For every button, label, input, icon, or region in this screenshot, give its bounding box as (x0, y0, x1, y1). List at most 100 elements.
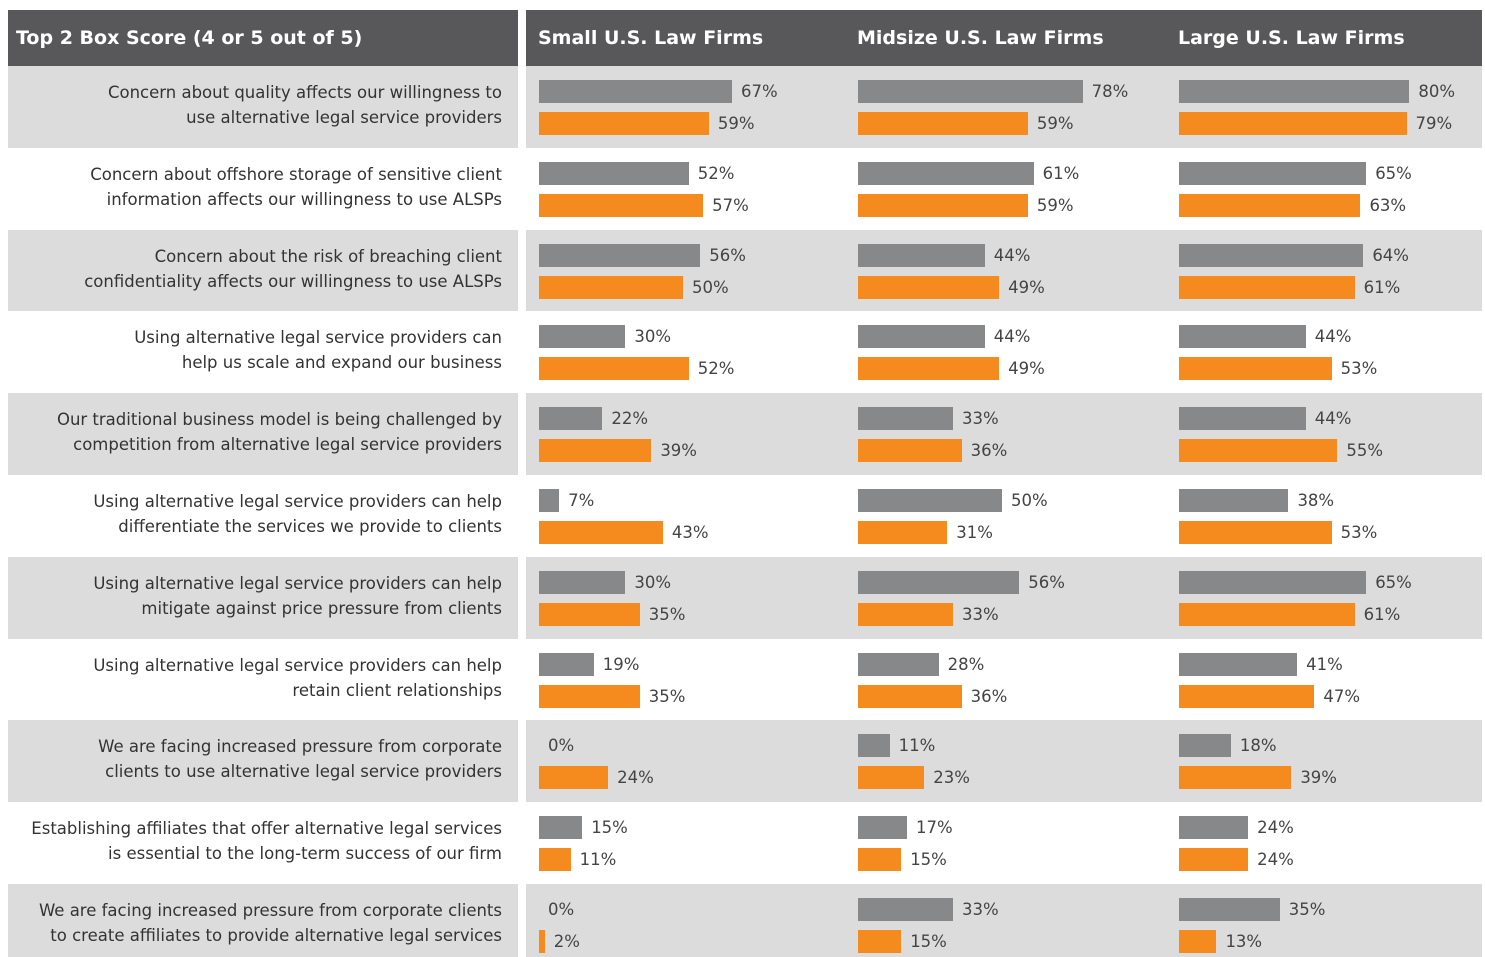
value-label: 49% (1008, 359, 1045, 379)
bar (1179, 325, 1306, 349)
value-label: 79% (1415, 114, 1453, 133)
row-background (526, 66, 1482, 148)
value-label: 61% (1363, 277, 1401, 297)
row-background (526, 393, 1482, 475)
bar (539, 602, 640, 626)
category-label: Establishing affiliates that offer alter… (31, 819, 502, 839)
category-label: help us scale and expand our business (181, 353, 502, 373)
bar (1179, 684, 1315, 708)
value-label: 11% (898, 736, 936, 756)
bar (858, 275, 1000, 299)
bar (1179, 930, 1217, 953)
bar (858, 848, 902, 872)
category-label: Using alternative legal service provider… (134, 328, 502, 348)
row-background (526, 229, 1482, 312)
category-label: Using alternative legal service provider… (93, 655, 502, 675)
value-label: 44% (993, 327, 1031, 347)
value-label: 35% (648, 686, 686, 706)
value-label: 39% (660, 441, 697, 461)
bar (858, 602, 954, 626)
bar (539, 193, 704, 217)
value-label: 50% (692, 277, 729, 297)
bar (858, 930, 902, 953)
value-label: 53% (1340, 359, 1378, 379)
value-label: 36% (970, 686, 1008, 706)
value-label: 56% (1028, 572, 1065, 592)
value-label: 38% (1297, 491, 1335, 510)
value-label: 11% (579, 850, 617, 870)
bar (1179, 439, 1338, 463)
bar (1179, 161, 1367, 185)
value-label: 50% (1011, 491, 1048, 510)
value-label: 63% (1369, 195, 1407, 215)
value-label: 44% (1314, 409, 1352, 429)
value-label: 2% (553, 932, 580, 951)
bar (858, 816, 907, 840)
value-label: 55% (1346, 441, 1384, 461)
category-label: to create affiliates to provide alternat… (50, 926, 502, 945)
row-background (8, 556, 518, 639)
bar (858, 898, 954, 921)
row-background (526, 884, 1482, 957)
row-background (8, 393, 518, 475)
bar (858, 407, 954, 431)
value-label: 59% (1036, 114, 1074, 133)
value-label: 23% (933, 768, 970, 788)
bar (1179, 602, 1355, 626)
bar (858, 734, 890, 758)
bar (858, 521, 948, 544)
category-label: competition from alternative legal servi… (73, 435, 502, 455)
category-label: Concern about offshore storage of sensit… (90, 164, 502, 184)
value-label: 67% (740, 82, 778, 101)
bar (539, 848, 571, 872)
value-label: 0% (548, 900, 575, 919)
value-label: 24% (1257, 818, 1294, 838)
bar (539, 816, 583, 840)
value-label: 17% (915, 818, 953, 838)
value-label: 15% (910, 850, 947, 870)
category-label: retain client relationships (292, 680, 502, 700)
bar (858, 570, 1020, 594)
category-label: mitigate against price pressure from cli… (141, 598, 502, 618)
value-label: 33% (962, 604, 999, 624)
bar (539, 652, 594, 676)
bar (1179, 193, 1361, 217)
value-label: 80% (1418, 82, 1456, 101)
bar (1179, 80, 1410, 103)
bar (539, 439, 652, 463)
bar (858, 193, 1028, 217)
bar (858, 243, 985, 267)
value-label: 47% (1323, 686, 1361, 706)
chart-title: Top 2 Box Score (4 or 5 out of 5) (16, 27, 363, 49)
value-label: 33% (962, 409, 999, 429)
value-label: 56% (709, 245, 746, 265)
value-label: 0% (548, 736, 575, 756)
value-label: 61% (1363, 604, 1401, 624)
value-label: 52% (697, 359, 735, 379)
value-label: 7% (568, 491, 595, 510)
value-label: 18% (1239, 736, 1277, 756)
value-label: 65% (1375, 572, 1412, 592)
value-label: 44% (993, 245, 1031, 265)
bar (858, 80, 1083, 103)
bar (1179, 275, 1355, 299)
row-background (8, 229, 518, 312)
bar (1179, 570, 1367, 594)
bar (1179, 407, 1306, 431)
row-background (8, 884, 518, 957)
bar (1179, 898, 1280, 921)
value-label: 59% (717, 114, 755, 133)
value-label: 65% (1375, 163, 1412, 183)
value-label: 53% (1340, 523, 1378, 542)
bar (858, 684, 962, 708)
panel-title: Large U.S. Law Firms (1178, 27, 1405, 49)
value-label: 28% (947, 654, 985, 674)
bar (539, 243, 701, 267)
value-label: 15% (591, 818, 628, 838)
category-label: differentiate the services we provide to… (118, 517, 502, 536)
category-label: Using alternative legal service provider… (93, 573, 502, 593)
bar (539, 570, 626, 594)
bar (539, 489, 560, 512)
value-label: 61% (1042, 163, 1080, 183)
bar (1179, 652, 1298, 676)
